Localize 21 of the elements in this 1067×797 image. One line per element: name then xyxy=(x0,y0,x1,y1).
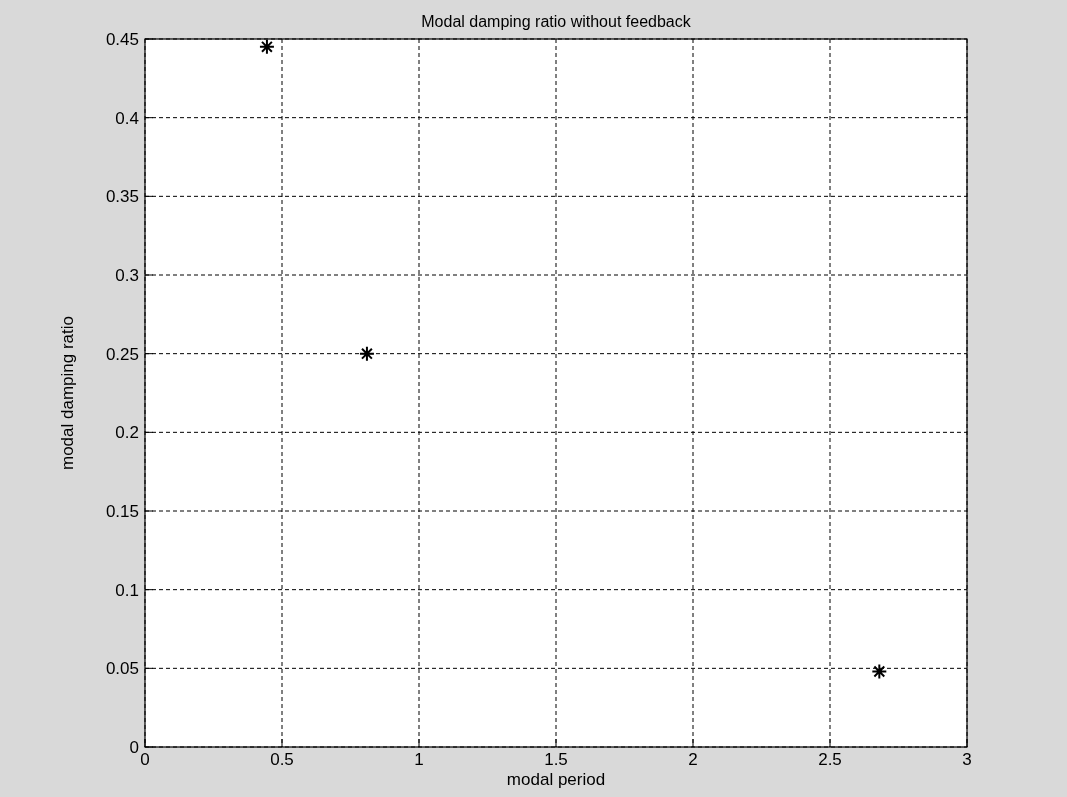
y-tick-label: 0.15 xyxy=(105,501,139,521)
x-tick-label: 3 xyxy=(962,750,972,769)
y-tick-label: 0.4 xyxy=(115,108,139,128)
y-tick-label: 0.05 xyxy=(105,659,139,679)
y-tick-label: 0.35 xyxy=(105,187,139,207)
x-tick-label: 2 xyxy=(688,750,698,769)
y-tick-label: 0.3 xyxy=(115,265,139,285)
point xyxy=(258,38,275,55)
y-tick-label: 0.25 xyxy=(105,344,139,364)
y-tick-label: 0.1 xyxy=(115,580,139,600)
y-tick-label: 0.2 xyxy=(115,423,139,443)
chart-title: Modal damping ratio without feedback xyxy=(421,13,692,30)
point xyxy=(871,663,888,680)
x-tick-label: 1 xyxy=(414,750,424,769)
point xyxy=(358,345,375,362)
x-tick-label: 2.5 xyxy=(818,750,842,769)
x-tick-label: 0.5 xyxy=(270,750,294,769)
y-tick-label: 0.45 xyxy=(105,29,139,49)
y-axis-title: modal damping ratio xyxy=(58,315,77,471)
x-axis-title: modal period xyxy=(506,770,606,789)
x-tick-label: 1.5 xyxy=(544,750,568,769)
